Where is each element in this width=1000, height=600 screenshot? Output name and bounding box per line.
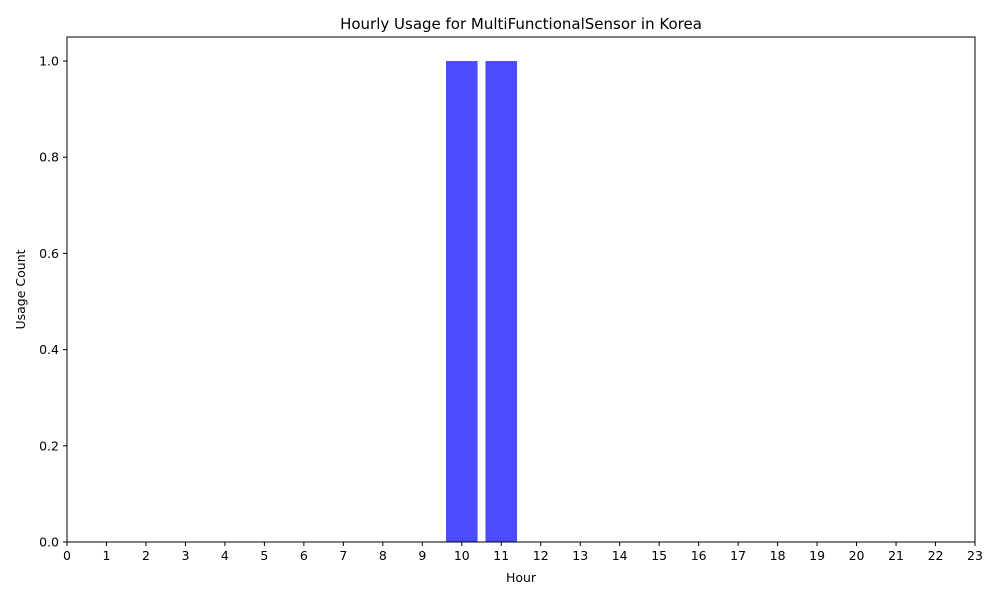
y-tick-label: 0.8 — [39, 150, 59, 165]
x-tick-label: 19 — [809, 548, 825, 563]
y-axis-label: Usage Count — [13, 249, 28, 329]
x-tick-label: 9 — [418, 548, 426, 563]
bar-hour-10 — [445, 61, 478, 543]
y-tick-label: 0.6 — [39, 246, 59, 261]
x-tick-label: 13 — [572, 548, 588, 563]
y-axis: 0.0 0.2 0.4 0.6 0.8 1.0 — [39, 54, 67, 550]
x-tick-label: 20 — [849, 548, 865, 563]
x-tick-label: 0 — [63, 548, 71, 563]
plot-frame — [66, 36, 976, 543]
x-tick-label: 18 — [770, 548, 786, 563]
x-tick-label: 17 — [730, 548, 746, 563]
x-tick-label: 8 — [379, 548, 387, 563]
x-tick-label: 14 — [612, 548, 628, 563]
x-tick-label: 3 — [181, 548, 189, 563]
y-tick-label: 0.4 — [39, 342, 59, 357]
x-tick-label: 11 — [493, 548, 509, 563]
y-tick-label: 0.0 — [39, 535, 59, 550]
x-tick-label: 2 — [142, 548, 150, 563]
x-tick-label: 15 — [651, 548, 667, 563]
bars-group — [445, 61, 518, 543]
x-tick-label: 1 — [103, 548, 111, 563]
x-tick-label: 5 — [260, 548, 268, 563]
x-tick-label: 10 — [454, 548, 470, 563]
x-tick-label: 22 — [928, 548, 944, 563]
x-tick-label: 12 — [533, 548, 549, 563]
x-tick-label: 21 — [888, 548, 904, 563]
x-tick-label: 16 — [691, 548, 707, 563]
y-tick-label: 1.0 — [39, 54, 59, 69]
x-tick-label: 7 — [339, 548, 347, 563]
x-tick-label: 4 — [221, 548, 229, 563]
x-axis-label: Hour — [506, 570, 537, 585]
bar-hour-11 — [485, 61, 518, 543]
x-tick-label: 23 — [967, 548, 983, 563]
x-tick-label: 6 — [300, 548, 308, 563]
y-tick-label: 0.2 — [39, 438, 59, 453]
chart-title: Hourly Usage for MultiFunctionalSensor i… — [340, 15, 702, 33]
x-axis: 0 1 2 3 4 5 6 7 8 9 10 11 12 13 14 15 16 17 18 19 20 21 22 23 — [63, 542, 983, 563]
